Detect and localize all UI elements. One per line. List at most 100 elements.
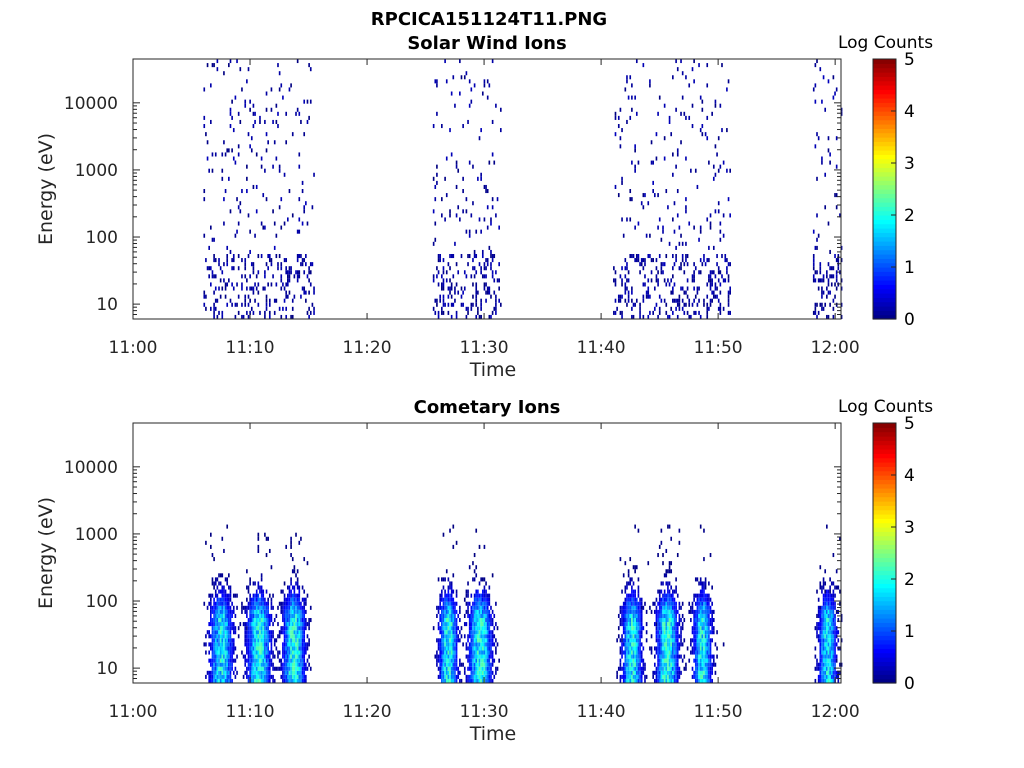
heatmap-cell <box>714 670 717 675</box>
heatmap-cell <box>223 262 225 267</box>
heatmap-cell <box>472 294 474 299</box>
heatmap-cell <box>455 282 458 287</box>
heatmap-cell <box>704 609 707 614</box>
heatmap-cell <box>293 654 296 659</box>
heatmap-cell <box>480 650 482 655</box>
heatmap-cell <box>264 310 266 315</box>
heatmap-cell <box>206 156 209 161</box>
heatmap-cell <box>631 634 633 639</box>
heatmap-cell <box>283 674 286 679</box>
heatmap-cell <box>441 638 443 643</box>
heatmap-cell <box>463 613 466 618</box>
heatmap-cell <box>824 597 827 602</box>
heatmap-cell <box>249 601 251 606</box>
heatmap-cell <box>683 111 686 116</box>
heatmap-cell <box>308 314 310 319</box>
heatmap-cell <box>817 662 820 667</box>
heatmap-cell <box>477 597 479 602</box>
heatmap-cell <box>296 626 299 631</box>
heatmap-cell <box>249 634 251 639</box>
heatmap-cell <box>680 59 682 64</box>
heatmap-cell <box>255 634 258 639</box>
heatmap-cell <box>632 674 635 679</box>
heatmap-cell <box>703 258 705 263</box>
heatmap-cell <box>653 306 656 311</box>
heatmap-cell <box>699 678 702 683</box>
heatmap-cell <box>696 605 699 610</box>
colorbar-step <box>873 210 896 216</box>
heatmap-cell <box>259 618 261 623</box>
heatmap-cell <box>465 642 468 647</box>
heatmap-cell <box>835 630 838 635</box>
heatmap-cell <box>486 678 489 683</box>
heatmap-cell <box>439 658 442 663</box>
heatmap-cell <box>626 662 628 667</box>
heatmap-cell <box>832 609 835 614</box>
heatmap-cell <box>840 111 843 116</box>
heatmap-cell <box>830 581 833 586</box>
heatmap-cell <box>617 634 620 639</box>
heatmap-cell <box>468 565 471 570</box>
heatmap-cell <box>637 528 640 533</box>
heatmap-cell <box>449 213 451 218</box>
heatmap-cell <box>711 111 713 116</box>
heatmap-cell <box>631 298 633 303</box>
heatmap-cell <box>481 634 484 639</box>
heatmap-cell <box>480 630 482 635</box>
heatmap-cell <box>667 634 669 639</box>
heatmap-cell <box>295 270 297 275</box>
heatmap-cell <box>826 634 828 639</box>
heatmap-cell <box>470 678 473 683</box>
heatmap-cell <box>493 626 496 631</box>
heatmap-cell <box>486 634 489 639</box>
heatmap-cell <box>657 674 659 679</box>
heatmap-cell <box>467 306 469 311</box>
heatmap-cell <box>660 262 663 267</box>
heatmap-cell <box>473 630 476 635</box>
heatmap-cell <box>221 650 224 655</box>
heatmap-cell <box>647 290 650 295</box>
heatmap-cell <box>691 67 694 72</box>
heatmap-cell <box>681 626 684 631</box>
heatmap-cell <box>665 670 668 675</box>
heatmap-cell <box>211 654 214 659</box>
colorbar-step <box>873 158 896 164</box>
heatmap-cell <box>709 605 712 610</box>
colorbar-step <box>873 171 896 177</box>
heatmap-cell <box>621 266 623 271</box>
heatmap-cell <box>223 638 225 643</box>
heatmap-cell <box>621 180 623 185</box>
heatmap-cell <box>213 237 215 242</box>
colorbar-tick-label: 3 <box>904 518 915 538</box>
heatmap-cell <box>834 193 836 198</box>
heatmap-cell <box>288 278 291 283</box>
heatmap-cell <box>445 193 448 198</box>
heatmap-cell <box>481 666 484 671</box>
heatmap-cell <box>483 266 486 271</box>
heatmap-cell <box>703 630 705 635</box>
heatmap-cell <box>627 634 630 639</box>
heatmap-cell <box>653 609 656 614</box>
heatmap-cell <box>211 593 214 598</box>
heatmap-cell <box>663 662 666 667</box>
heatmap-cell <box>234 630 237 635</box>
heatmap-cell <box>634 569 636 574</box>
heatmap-cell <box>670 290 673 295</box>
heatmap-cell <box>265 609 268 614</box>
heatmap-cell <box>631 160 633 165</box>
heatmap-cell <box>660 609 663 614</box>
heatmap-cell <box>631 197 633 202</box>
heatmap-cell <box>291 642 294 647</box>
heatmap-cell <box>216 609 219 614</box>
heatmap-cell <box>624 650 627 655</box>
heatmap-cell <box>255 662 258 667</box>
heatmap-cell <box>463 622 466 627</box>
heatmap-cell <box>287 217 289 222</box>
heatmap-cell <box>218 646 220 651</box>
heatmap-cell <box>627 670 630 675</box>
heatmap-cell <box>696 654 699 659</box>
heatmap-cell <box>675 254 677 259</box>
heatmap-cell <box>254 605 256 610</box>
heatmap-cell <box>472 605 474 610</box>
heatmap-cell <box>626 670 628 675</box>
